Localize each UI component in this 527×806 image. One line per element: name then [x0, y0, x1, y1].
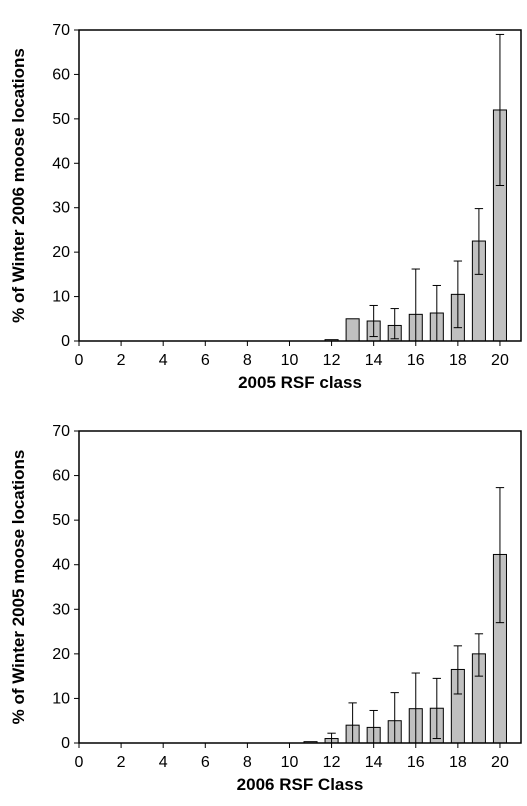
y-tick-label: 60: [52, 468, 70, 485]
y-axis-title: % of Winter 2005 moose locations: [9, 450, 28, 725]
y-axis-title: % of Winter 2006 moose locations: [9, 48, 28, 323]
x-tick-label: 2: [117, 352, 126, 369]
x-tick-label: 0: [75, 754, 84, 771]
bar-group: [303, 553, 507, 744]
x-tick-label: 10: [281, 754, 299, 771]
y-tick-label: 30: [52, 200, 70, 217]
x-tick-label: 4: [159, 754, 168, 771]
x-tick-group: 0 2 4 6 8 10 12 14 16 18 20: [75, 743, 509, 771]
y-tick-label: 40: [52, 557, 70, 574]
chart-bottom: 0 10 20 30 40 50 60 70 0 2 4 6 8 10 12 14 16 18 20 2006 R…: [0, 403, 527, 806]
y-tick-label: 10: [52, 289, 70, 306]
error-bar-group: [369, 33, 505, 341]
y-tick-group: 0 10 20 30 40 50 60 70: [52, 423, 79, 752]
y-tick-group: 0 10 20 30 40 50 60 70: [52, 22, 79, 350]
chart-top-svg: 0 10 20 30 40 50 60 70 0 2 4 6 8 10 12 14 16 18 20 2005 R…: [9, 22, 522, 392]
x-tick-label: 0: [75, 352, 84, 369]
chart-bottom-svg: 0 10 20 30 40 50 60 70 0 2 4 6 8 10 12 14 16 18 20 2006 R…: [9, 423, 522, 794]
x-tick-group: 0 2 4 6 8 10 12 14 16 18 20: [75, 341, 509, 369]
x-tick-label: 12: [323, 352, 341, 369]
error-bar-group: [327, 487, 505, 743]
y-tick-label: 50: [52, 512, 70, 529]
x-tick-label: 14: [365, 754, 383, 771]
x-axis-title: 2005 RSF class: [238, 373, 362, 392]
x-tick-label: 18: [449, 352, 467, 369]
y-tick-label: 50: [52, 111, 70, 128]
y-tick-label: 20: [52, 646, 70, 663]
y-tick-label: 70: [52, 423, 70, 440]
x-tick-label: 6: [201, 352, 210, 369]
y-tick-label: 60: [52, 66, 70, 83]
chart-top: 0 10 20 30 40 50 60 70 0 2 4 6 8 10 12 14 16 18 20 2005 R…: [9, 22, 522, 392]
y-tick-label: 30: [52, 601, 70, 618]
x-tick-label: 8: [243, 352, 252, 369]
x-tick-label: 4: [159, 352, 168, 369]
x-tick-label: 20: [491, 754, 509, 771]
y-tick-label: 20: [52, 244, 70, 261]
x-tick-label: 6: [201, 754, 210, 771]
plot-frame: [78, 430, 522, 744]
x-tick-label: 12: [323, 754, 341, 771]
plot-frame: [78, 29, 522, 342]
y-tick-label: 70: [52, 22, 70, 39]
x-tick-label: 10: [281, 352, 299, 369]
y-tick-label: 0: [61, 735, 70, 752]
x-tick-label: 8: [243, 754, 252, 771]
x-tick-label: 2: [117, 754, 126, 771]
y-tick-label: 10: [52, 690, 70, 707]
x-tick-label: 16: [407, 754, 425, 771]
x-tick-label: 18: [449, 754, 467, 771]
x-tick-label: 16: [407, 352, 425, 369]
y-tick-label: 40: [52, 155, 70, 172]
y-tick-label: 0: [61, 333, 70, 350]
bar: [345, 318, 360, 342]
x-axis-title: 2006 RSF Class: [237, 775, 364, 794]
x-tick-label: 14: [365, 352, 383, 369]
x-tick-label: 20: [491, 352, 509, 369]
